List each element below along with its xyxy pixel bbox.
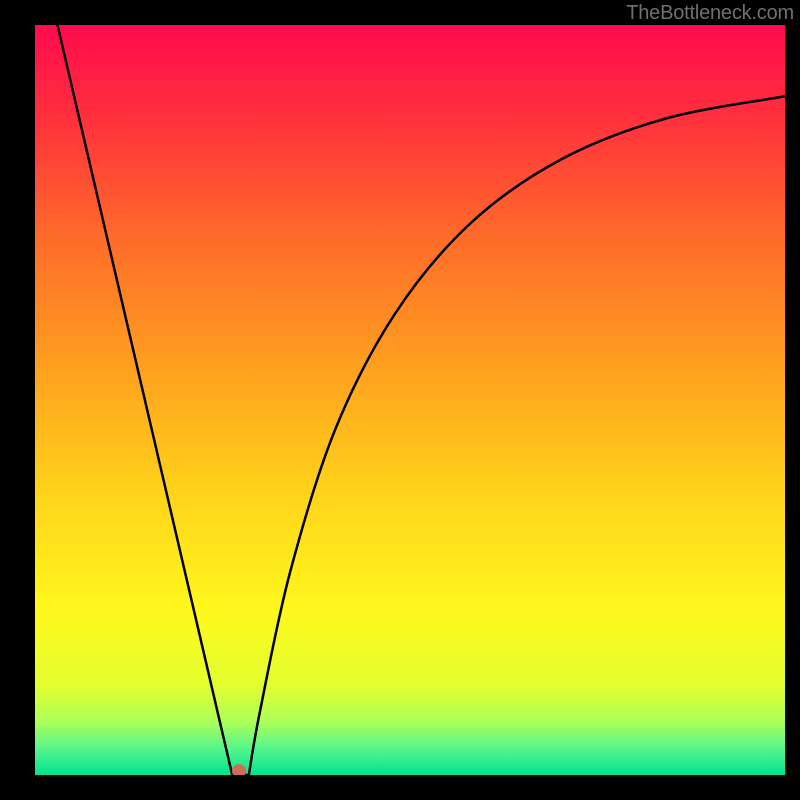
plot-area	[35, 25, 785, 775]
optimum-marker	[232, 764, 246, 775]
watermark: TheBottleneck.com	[626, 2, 794, 25]
gradient-background	[35, 25, 785, 775]
